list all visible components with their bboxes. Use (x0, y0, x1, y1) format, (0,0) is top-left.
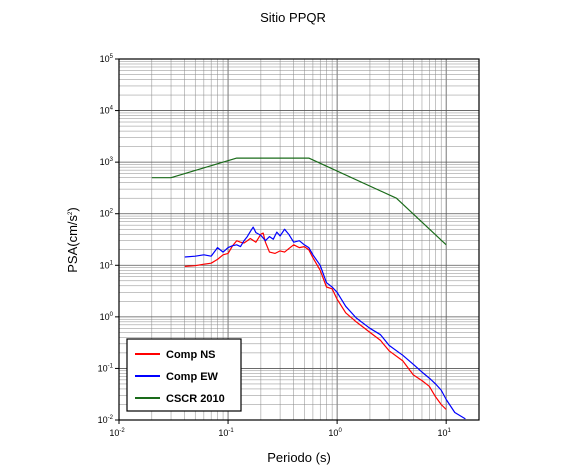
x-tick-label: 100 (328, 428, 342, 438)
y-tick-label: 102 (100, 209, 114, 219)
y-axis-label-exp: 2 (68, 211, 74, 215)
series-lines (151, 157, 466, 420)
y-tick-label: 105 (100, 54, 114, 64)
series-line (151, 157, 447, 246)
y-tick-label: 104 (100, 106, 114, 116)
x-tick-labels: 10-2 10-1 100 101 (109, 420, 452, 438)
y-tick-label: 10-2 (98, 415, 114, 425)
grid (118, 58, 480, 421)
x-tick-label: 10-2 (109, 428, 125, 438)
legend-label: Comp EW (166, 371, 219, 383)
y-tick-label: 103 (100, 157, 114, 167)
legend: Comp NS Comp EW CSCR 2010 (126, 338, 242, 412)
x-tick-label: 10-1 (218, 428, 234, 438)
y-tick-label: 100 (100, 312, 114, 322)
y-tick-label: 10-1 (98, 363, 114, 373)
y-tick-labels: 10-2 10-1 100 101 102 103 104 105 (98, 54, 119, 425)
chart-title: Sitio PPQR (260, 10, 326, 25)
y-tick-label: 101 (100, 260, 114, 270)
y-axis-label-base: PSA(cm/s (65, 214, 80, 272)
legend-label: Comp NS (166, 349, 216, 361)
y-axis-label: PSA(cm/s2) (65, 207, 80, 272)
series-line (184, 226, 466, 420)
x-tick-label: 101 (437, 428, 451, 438)
legend-label: CSCR 2010 (166, 393, 225, 405)
plot-frame (118, 58, 480, 421)
y-axis-label-close: ) (65, 207, 80, 211)
x-axis-label: Periodo (s) (267, 450, 331, 465)
